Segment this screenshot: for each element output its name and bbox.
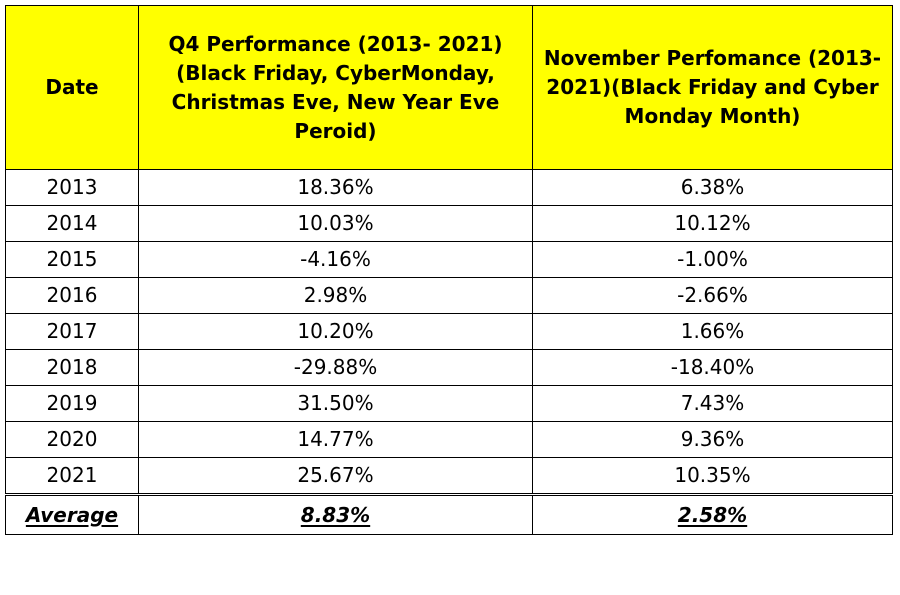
november-cell[interactable]: -1.00% xyxy=(532,241,893,278)
table-row: 2018 -29.88% -18.40% xyxy=(5,349,893,386)
november-cell[interactable]: 7.43% xyxy=(532,385,893,422)
q4-cell[interactable]: -4.16% xyxy=(138,241,533,278)
average-november-cell[interactable]: 2.58% xyxy=(532,493,893,535)
header-label-q4-performance: Q4 Performance (2013- 2021) (Black Frida… xyxy=(168,31,503,143)
average-label-cell[interactable]: Average xyxy=(5,493,139,535)
date-cell[interactable]: 2015 xyxy=(5,241,139,278)
november-cell[interactable]: 9.36% xyxy=(532,421,893,458)
q4-cell[interactable]: 2.98% xyxy=(138,277,533,314)
header-cell-q4-performance[interactable]: Q4 Performance (2013- 2021) (Black Frida… xyxy=(138,5,533,170)
table-row: 2015 -4.16% -1.00% xyxy=(5,241,893,278)
table-row: 2020 14.77% 9.36% xyxy=(5,421,893,458)
table-row: 2017 10.20% 1.66% xyxy=(5,313,893,350)
q4-cell[interactable]: 10.03% xyxy=(138,205,533,242)
november-cell[interactable]: 6.38% xyxy=(532,169,893,206)
performance-table: Date Q4 Performance (2013- 2021) (Black … xyxy=(5,5,893,535)
table-row: 2016 2.98% -2.66% xyxy=(5,277,893,314)
date-cell[interactable]: 2019 xyxy=(5,385,139,422)
average-row: Average 8.83% 2.58% xyxy=(5,493,893,535)
header-label-november-performance: November Perfomance (2013- 2021)(Black F… xyxy=(543,46,882,128)
header-cell-november-performance[interactable]: November Perfomance (2013- 2021)(Black F… xyxy=(532,5,893,170)
november-cell[interactable]: -2.66% xyxy=(532,277,893,314)
november-cell[interactable]: 10.12% xyxy=(532,205,893,242)
q4-cell[interactable]: 31.50% xyxy=(138,385,533,422)
date-cell[interactable]: 2016 xyxy=(5,277,139,314)
date-cell[interactable]: 2020 xyxy=(5,421,139,458)
date-cell[interactable]: 2013 xyxy=(5,169,139,206)
q4-cell[interactable]: -29.88% xyxy=(138,349,533,386)
date-cell[interactable]: 2014 xyxy=(5,205,139,242)
header-cell-date[interactable]: Date xyxy=(5,5,139,170)
header-row: Date Q4 Performance (2013- 2021) (Black … xyxy=(5,5,893,170)
november-cell[interactable]: 1.66% xyxy=(532,313,893,350)
table-row: 2019 31.50% 7.43% xyxy=(5,385,893,422)
november-cell[interactable]: -18.40% xyxy=(532,349,893,386)
q4-cell[interactable]: 18.36% xyxy=(138,169,533,206)
q4-cell[interactable]: 25.67% xyxy=(138,457,533,495)
table-row: 2013 18.36% 6.38% xyxy=(5,169,893,206)
q4-cell[interactable]: 10.20% xyxy=(138,313,533,350)
date-cell[interactable]: 2018 xyxy=(5,349,139,386)
november-cell[interactable]: 10.35% xyxy=(532,457,893,495)
q4-cell[interactable]: 14.77% xyxy=(138,421,533,458)
header-label-date: Date xyxy=(45,75,99,99)
date-cell[interactable]: 2021 xyxy=(5,457,139,495)
table-row: 2014 10.03% 10.12% xyxy=(5,205,893,242)
table-row: 2021 25.67% 10.35% xyxy=(5,457,893,495)
date-cell[interactable]: 2017 xyxy=(5,313,139,350)
average-q4-cell[interactable]: 8.83% xyxy=(138,493,533,535)
